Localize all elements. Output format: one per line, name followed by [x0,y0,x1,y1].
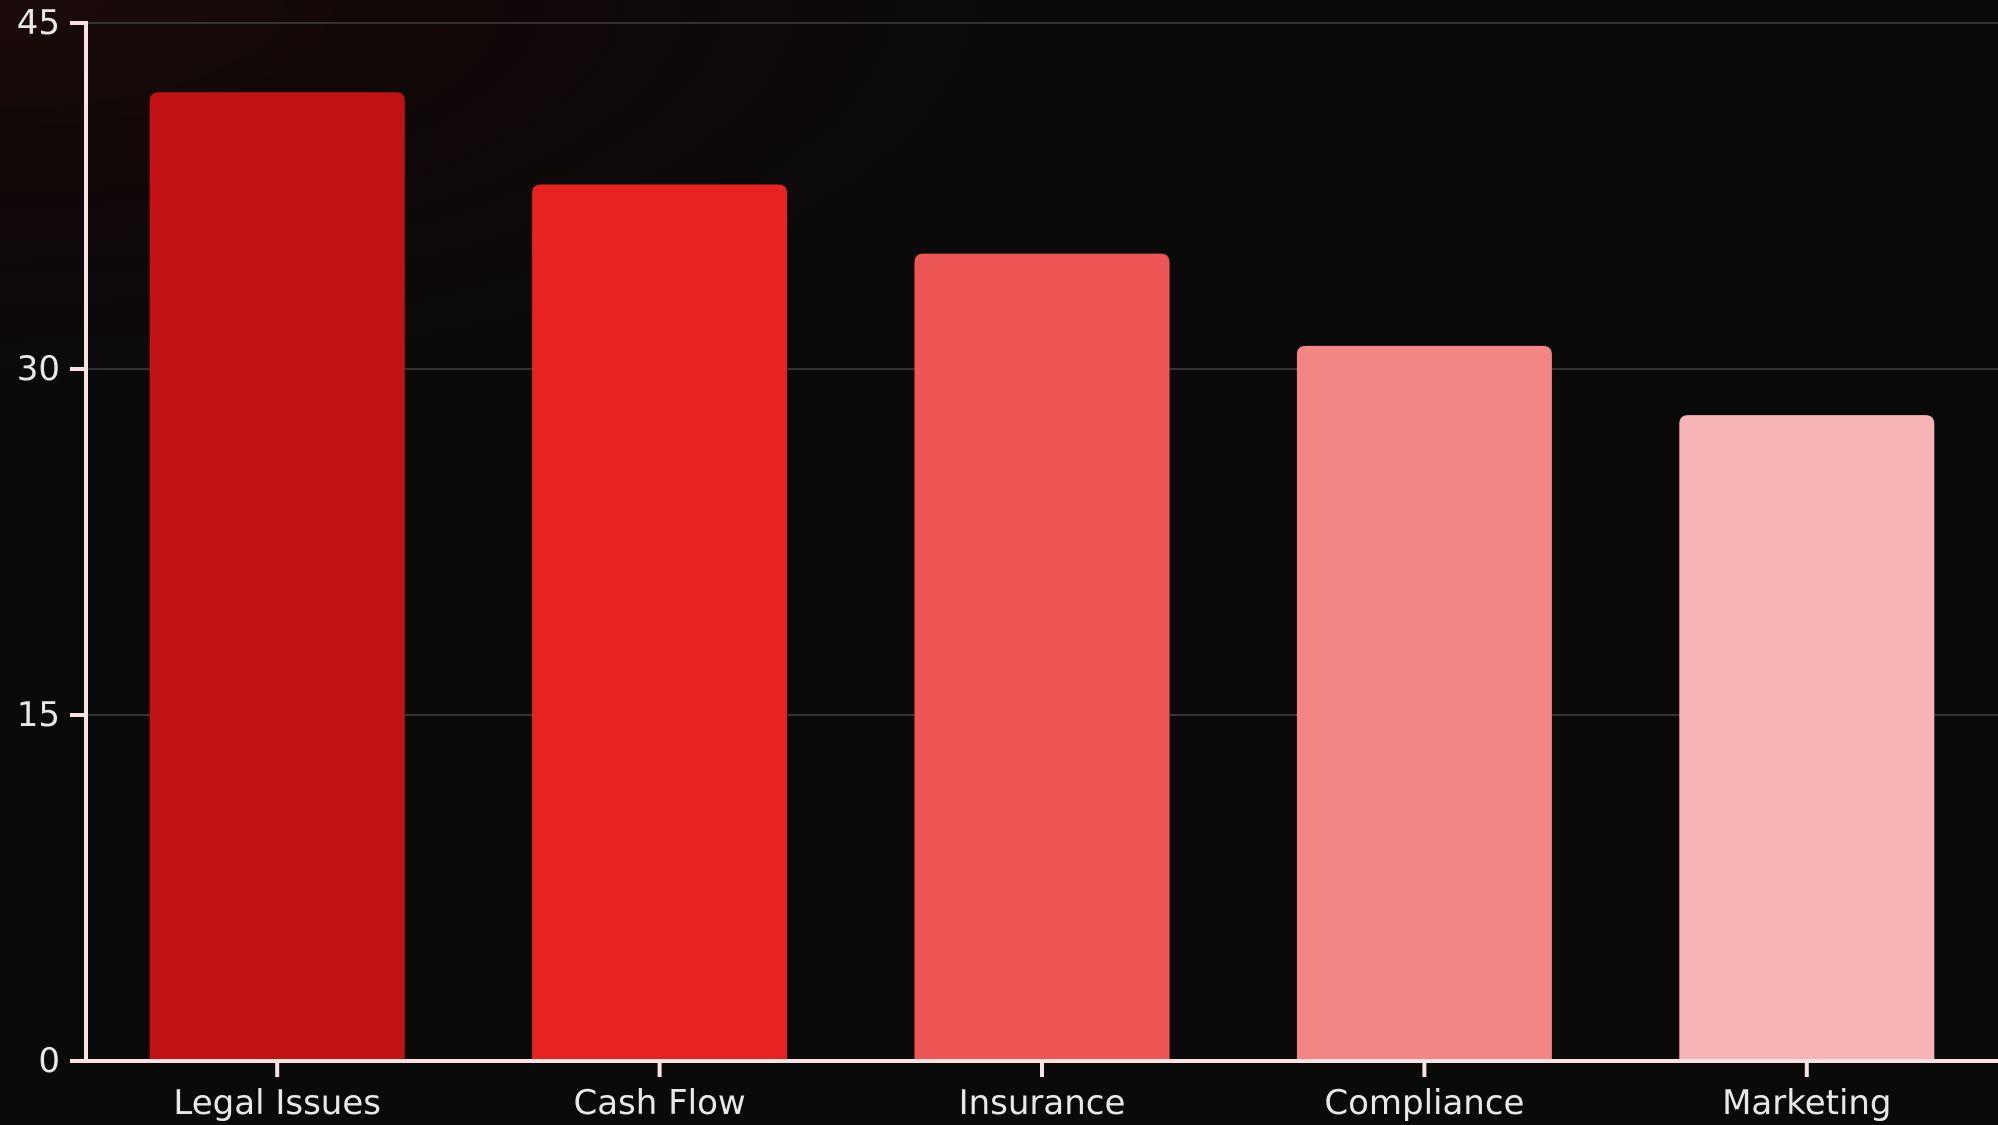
axes [70,21,1998,1077]
y-tick-label-0: 0 [38,1041,60,1081]
x-tick-label-legal-issues: Legal Issues [173,1083,381,1123]
x-tick-label-compliance: Compliance [1324,1083,1524,1123]
bar-legal-issues [149,92,405,1061]
bar-insurance [914,253,1170,1061]
tick-labels: 0 15 30 45 Legal Issues Cash Flow Insurance Com… [17,3,1892,1123]
x-tick-label-marketing: Marketing [1722,1083,1891,1123]
y-tick-label-45: 45 [17,3,60,43]
x-tick-label-cash-flow: Cash Flow [573,1083,745,1123]
y-tick-label-30: 30 [17,349,60,389]
bar-marketing [1679,415,1935,1062]
bar-cash-flow [532,184,788,1061]
y-tick-label-15: 15 [17,695,60,735]
bars [149,92,1935,1062]
bar-compliance [1296,345,1552,1061]
x-tick-label-insurance: Insurance [959,1083,1126,1123]
